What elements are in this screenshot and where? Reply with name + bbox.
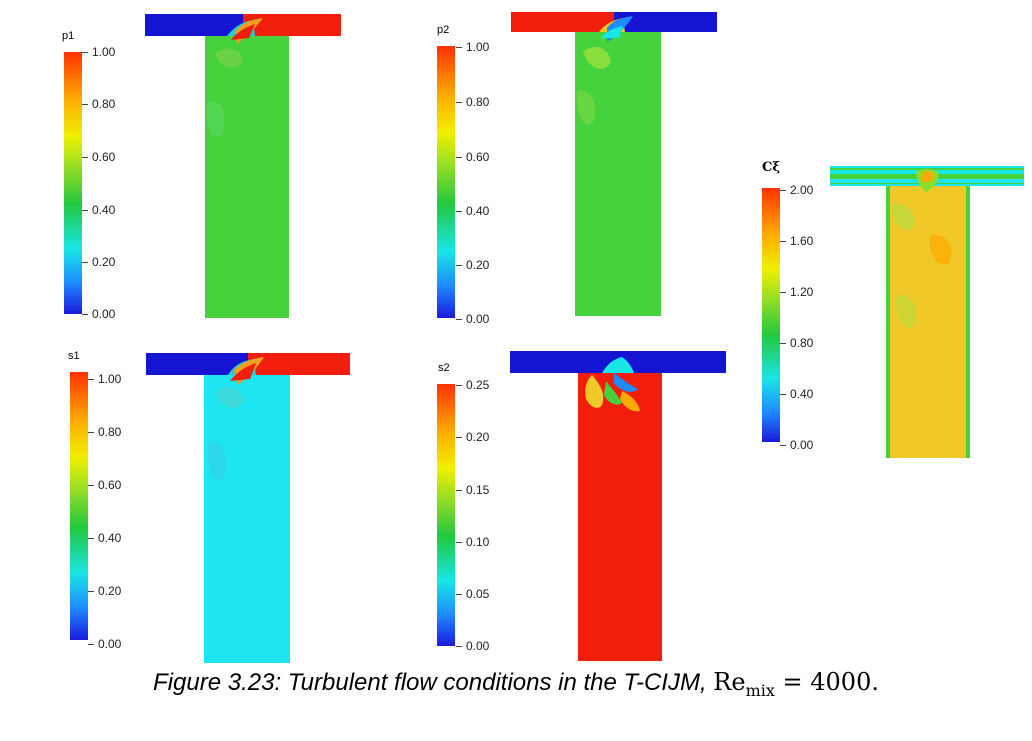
tick-label: 0.25: [455, 378, 490, 392]
tick-label: 1.00: [455, 40, 490, 54]
tick-label: 0.20: [81, 255, 116, 269]
colorbar-title-p1: p1: [62, 30, 75, 42]
colorbar-title-cxi: Cξ: [762, 160, 781, 175]
tick-label: 0.40: [779, 387, 814, 401]
caption-text: Figure 3.23: Turbulent flow conditions i…: [153, 669, 714, 696]
tick-label: 0.80: [81, 97, 116, 111]
tick-label: 0.05: [455, 587, 490, 601]
contour-field-p2: [511, 12, 717, 316]
tick-label: 0.40: [81, 203, 116, 217]
caption-eq: = 4000.: [774, 668, 879, 696]
tick-label: 0.60: [455, 150, 490, 164]
tick-label: 0.20: [455, 430, 490, 444]
contour-field-s1: [146, 353, 350, 663]
tick-label: 0.60: [81, 150, 116, 164]
tick-label: 0.60: [87, 478, 122, 492]
tick-label: 0.00: [779, 438, 814, 452]
tick-label: 1.00: [81, 45, 116, 59]
contour-field-s2: [510, 351, 726, 661]
tick-label: 2.00: [779, 183, 814, 197]
colorbar-title-s2: s2: [438, 362, 450, 374]
caption-sub: mix: [745, 680, 775, 700]
tick-label: 0.80: [455, 95, 490, 109]
tick-label: 0.15: [455, 483, 490, 497]
colorbar-s2: [437, 384, 455, 646]
colorbar-p1: [64, 52, 82, 314]
tick-label: 0.40: [87, 531, 122, 545]
tick-label: 0.20: [455, 258, 490, 272]
tick-label: 1.20: [779, 285, 814, 299]
tick-label: 0.10: [455, 535, 490, 549]
tick-label: 1.00: [87, 372, 122, 386]
colorbar-s1: [70, 372, 88, 640]
colorbar-title-p2: p2: [437, 24, 450, 36]
tick-label: 0.00: [455, 312, 490, 326]
tick-label: 0.00: [81, 307, 116, 321]
figure-caption: Figure 3.23: Turbulent flow conditions i…: [0, 668, 1032, 700]
caption-re: Re: [713, 668, 746, 696]
contour-field-p1: [145, 14, 341, 318]
contour-field-cxi: [830, 166, 1024, 458]
colorbar-title-s1: s1: [68, 350, 80, 362]
colorbar-cxi: [762, 188, 780, 442]
colorbar-p2: [437, 46, 455, 318]
tick-label: 0.40: [455, 204, 490, 218]
tick-label: 0.20: [87, 584, 122, 598]
tick-label: 0.80: [779, 336, 814, 350]
tick-label: 0.00: [455, 639, 490, 653]
tick-label: 0.80: [87, 425, 122, 439]
tick-label: 1.60: [779, 234, 814, 248]
tick-label: 0.00: [87, 637, 122, 651]
